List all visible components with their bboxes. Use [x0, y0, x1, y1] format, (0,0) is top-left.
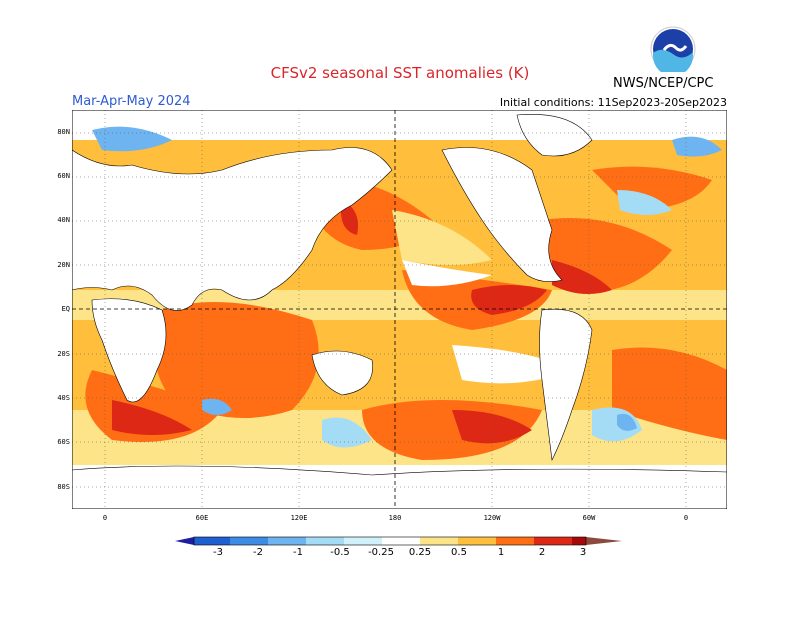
- lat-label-40s: 40S: [57, 394, 70, 402]
- colorbar-label: -0.5: [330, 547, 350, 558]
- colorbar-bin: [458, 537, 496, 545]
- lon-label-120e: 120E: [290, 514, 308, 522]
- colorbar-label: -3: [213, 547, 223, 558]
- colorbar-bin: [306, 537, 344, 545]
- colorbar-label: -2: [253, 547, 263, 558]
- agency-label: NWS/NCEP/CPC: [613, 76, 714, 91]
- noaa-logo: [650, 26, 696, 72]
- lat-label-eq: EQ: [61, 305, 70, 313]
- lat-label-80n: 80N: [57, 128, 70, 136]
- colorbar-bin: [382, 537, 420, 545]
- colorbar-bin: [230, 537, 268, 545]
- lat-label-20n: 20N: [57, 261, 70, 269]
- colorbar-arrow-left: [175, 537, 194, 545]
- lat-label-40n: 40N: [57, 216, 70, 224]
- colorbar-label: 0.25: [408, 547, 432, 558]
- lat-label-60s: 60S: [57, 438, 70, 446]
- sst-anomaly-map: [72, 110, 727, 509]
- lon-label-0: 0: [102, 514, 108, 522]
- map-title: CFSv2 seasonal SST anomalies (K): [270, 64, 530, 82]
- colorbar-bin: [344, 537, 382, 545]
- lon-label-180: 180: [388, 514, 402, 522]
- forecast-period: Mar-Apr-May 2024: [72, 94, 191, 109]
- lon-label-120w: 120W: [483, 514, 501, 522]
- lat-label-60n: 60N: [57, 172, 70, 180]
- lon-label-0-east: 0: [683, 514, 689, 522]
- colorbar-bin: [534, 537, 572, 545]
- colorbar-bin: [194, 537, 230, 545]
- colorbar-bin: [268, 537, 306, 545]
- colorbar-label: -0.25: [368, 547, 394, 558]
- colorbar-label: 2: [538, 547, 546, 558]
- colorbar-label: 0.5: [451, 547, 467, 558]
- lat-label-20s: 20S: [57, 350, 70, 358]
- colorbar-label: -1: [293, 547, 303, 558]
- colorbar-bin: [420, 537, 458, 545]
- colorbar-arrow-right: [586, 537, 622, 545]
- initial-conditions: Initial conditions: 11Sep2023-20Sep2023: [499, 96, 727, 109]
- colorbar: [175, 536, 622, 546]
- lat-label-80s: 80S: [57, 483, 70, 491]
- colorbar-bin: [496, 537, 534, 545]
- lon-label-60w: 60W: [582, 514, 596, 522]
- lon-label-60e: 60E: [195, 514, 209, 522]
- colorbar-bin: [572, 537, 586, 545]
- colorbar-label: 3: [579, 547, 587, 558]
- colorbar-label: 1: [497, 547, 505, 558]
